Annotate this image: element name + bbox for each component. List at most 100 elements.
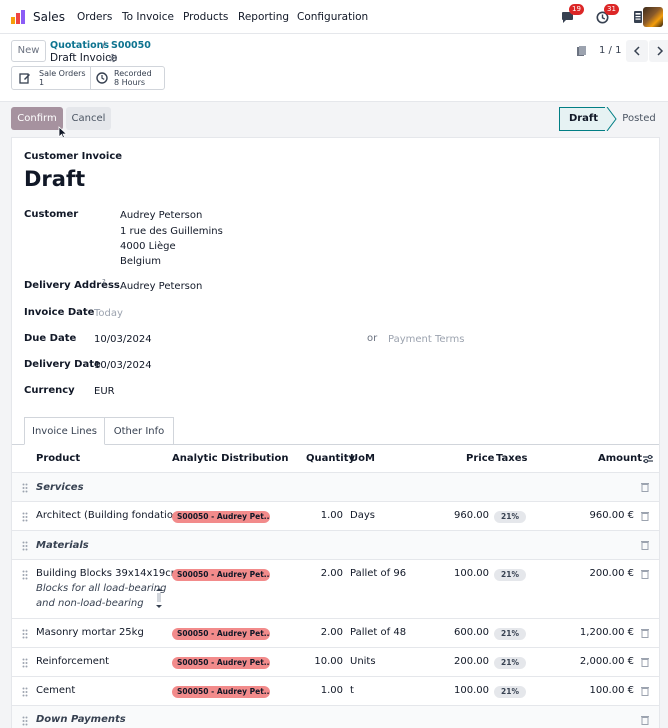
currency-field[interactable]: EUR xyxy=(94,386,115,397)
trash-icon[interactable] xyxy=(641,569,649,579)
app-name[interactable]: Sales xyxy=(33,10,65,24)
status-draft[interactable]: Draft xyxy=(559,107,607,131)
analytic-tag[interactable]: S00050 - Audrey Pet... xyxy=(172,628,270,640)
due-date-field[interactable]: 10/03/2024 xyxy=(94,334,152,345)
line-quantity[interactable]: 10.00 xyxy=(314,656,343,667)
help-tooltip-icon[interactable]: ? xyxy=(102,278,106,286)
phone-icon[interactable] xyxy=(630,9,646,25)
tax-tag[interactable]: 21% xyxy=(494,569,526,581)
pager-value[interactable]: 1 / 1 xyxy=(599,45,622,56)
tax-tag[interactable]: 21% xyxy=(494,628,526,640)
section-row[interactable]: Materials xyxy=(12,530,659,559)
breadcrumb-record[interactable]: S00050 xyxy=(111,40,151,51)
menu-orders[interactable]: Orders xyxy=(77,11,113,23)
line-product[interactable]: Architect (Building fondatio... xyxy=(36,510,183,521)
line-price[interactable]: 100.00 xyxy=(454,568,489,579)
line-description[interactable]: and non-load-bearing xyxy=(36,598,144,609)
activity-button[interactable]: 31 xyxy=(596,4,619,25)
drag-handle-icon[interactable] xyxy=(22,512,28,522)
section-row[interactable]: Down Payments xyxy=(12,705,659,728)
table-row[interactable]: Cement S00050 - Audrey Pet... 1.00 t 100… xyxy=(12,676,659,705)
recorded-hours-button[interactable]: Recorded 8 Hours xyxy=(91,67,165,89)
trash-icon[interactable] xyxy=(641,686,649,696)
tab-other-info[interactable]: Other Info xyxy=(105,417,174,445)
confirm-button[interactable]: Confirm xyxy=(11,107,63,130)
trash-icon[interactable] xyxy=(641,628,649,638)
customer-name[interactable]: Audrey Peterson xyxy=(120,210,203,221)
drag-handle-icon[interactable] xyxy=(22,629,28,639)
drag-handle-icon[interactable] xyxy=(22,483,28,493)
analytic-tag[interactable]: S00050 - Audrey Pet... xyxy=(172,686,270,698)
status-posted[interactable]: Posted xyxy=(622,113,656,124)
header-amount[interactable]: Amount xyxy=(598,453,643,464)
menu-to-invoice[interactable]: To Invoice xyxy=(122,11,174,23)
line-price[interactable]: 100.00 xyxy=(454,685,489,696)
menu-reporting[interactable]: Reporting xyxy=(238,11,290,23)
trash-icon[interactable] xyxy=(641,482,649,492)
table-row[interactable]: Masonry mortar 25kg S00050 - Audrey Pet.… xyxy=(12,618,659,647)
line-quantity[interactable]: 1.00 xyxy=(320,510,343,521)
trash-icon[interactable] xyxy=(641,511,649,521)
line-uom[interactable]: Pallet of 96 xyxy=(350,568,407,579)
analytic-tag[interactable]: S00050 - Audrey Pet... xyxy=(172,657,270,669)
line-product[interactable]: Reinforcement xyxy=(36,656,110,667)
invoice-date-field[interactable]: Today xyxy=(94,308,123,319)
line-quantity[interactable]: 1.00 xyxy=(320,685,343,696)
menu-products[interactable]: Products xyxy=(183,11,229,23)
analytic-tag[interactable]: S00050 - Audrey Pet... xyxy=(172,511,270,523)
payment-terms-field[interactable]: Payment Terms xyxy=(388,334,465,345)
analytic-tag[interactable]: S00050 - Audrey Pet... xyxy=(172,569,270,581)
tax-tag[interactable]: 21% xyxy=(494,657,526,669)
line-uom[interactable]: t xyxy=(350,685,354,696)
bookmark-icon[interactable] xyxy=(577,46,587,57)
header-analytic[interactable]: Analytic Distribution xyxy=(172,453,289,464)
line-quantity[interactable]: 2.00 xyxy=(320,627,343,638)
drag-handle-icon[interactable] xyxy=(22,716,28,726)
drag-handle-icon[interactable] xyxy=(22,570,28,580)
tax-tag[interactable]: 21% xyxy=(494,511,526,523)
line-price[interactable]: 200.00 xyxy=(454,656,489,667)
delivery-address-field[interactable]: Audrey Peterson xyxy=(120,281,203,292)
line-uom[interactable]: Pallet of 48 xyxy=(350,627,407,638)
line-uom[interactable]: Days xyxy=(350,510,375,521)
trash-icon[interactable] xyxy=(641,657,649,667)
tax-tag[interactable]: 21% xyxy=(494,686,526,698)
breadcrumb-quotations[interactable]: Quotations xyxy=(50,40,110,51)
line-description[interactable]: Blocks for all load-bearing xyxy=(36,583,167,594)
pager-next-button[interactable] xyxy=(649,40,668,62)
header-taxes[interactable]: Taxes xyxy=(496,453,528,464)
header-price[interactable]: Price xyxy=(466,453,495,464)
chat-button[interactable]: 19 xyxy=(561,4,584,25)
trash-icon[interactable] xyxy=(641,540,649,550)
header-uom[interactable]: UoM xyxy=(350,453,375,464)
tab-invoice-lines[interactable]: Invoice Lines xyxy=(24,417,105,445)
trash-icon[interactable] xyxy=(641,715,649,725)
line-uom[interactable]: Units xyxy=(350,656,376,667)
line-price[interactable]: 960.00 xyxy=(454,510,489,521)
drag-handle-icon[interactable] xyxy=(22,687,28,697)
cancel-button[interactable]: Cancel xyxy=(66,107,111,130)
table-row[interactable]: Building Blocks 39x14x19cm Blocks for al… xyxy=(12,559,659,618)
line-product[interactable]: Cement xyxy=(36,685,76,696)
sale-orders-button[interactable]: Sale Orders 1 xyxy=(12,67,90,89)
sales-logo-icon[interactable] xyxy=(10,9,26,25)
section-row[interactable]: Services xyxy=(12,472,659,501)
delivery-date-field[interactable]: 10/03/2024 xyxy=(94,360,152,371)
menu-configuration[interactable]: Configuration xyxy=(297,11,369,23)
line-price[interactable]: 600.00 xyxy=(454,627,489,638)
line-product[interactable]: Building Blocks 39x14x19cm xyxy=(36,568,181,579)
description-scrollbar[interactable] xyxy=(155,587,163,609)
drag-handle-icon[interactable] xyxy=(22,658,28,668)
pager-previous-button[interactable] xyxy=(626,40,648,62)
line-quantity[interactable]: 2.00 xyxy=(320,568,343,579)
table-row[interactable]: Reinforcement S00050 - Audrey Pet... 10.… xyxy=(12,647,659,676)
header-quantity[interactable]: Quantity xyxy=(306,453,355,464)
user-avatar[interactable] xyxy=(643,7,663,27)
header-product[interactable]: Product xyxy=(36,453,81,464)
column-settings-icon[interactable] xyxy=(642,453,654,465)
gear-icon[interactable] xyxy=(108,53,118,63)
new-button[interactable]: New xyxy=(11,40,46,62)
table-row[interactable]: Architect (Building fondatio... S00050 -… xyxy=(12,501,659,530)
drag-handle-icon[interactable] xyxy=(22,541,28,551)
line-product[interactable]: Masonry mortar 25kg xyxy=(36,627,144,638)
